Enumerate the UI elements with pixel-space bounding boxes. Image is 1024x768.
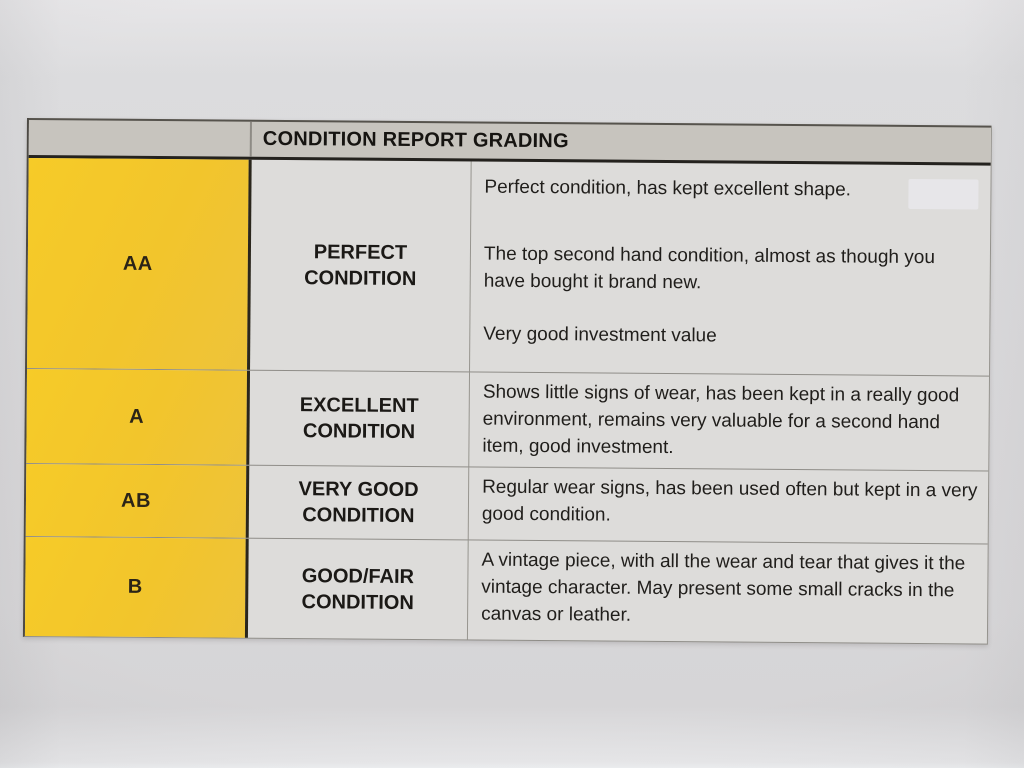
condition-label-a: EXCELLENT CONDITION — [299, 394, 419, 444]
description-paragraph: The top second hand condition, almost as… — [483, 243, 936, 294]
condition-cell-b: GOOD/FAIR CONDITION — [247, 538, 469, 640]
table-row-grade-b: B GOOD/FAIR CONDITION A vintage piece, w… — [24, 537, 988, 644]
condition-label-aa: PERFECT CONDITION — [304, 241, 417, 291]
table-title: CONDITION REPORT GRADING — [262, 127, 569, 153]
description-paragraph: Perfect condition, has kept excellent sh… — [484, 176, 852, 201]
grade-cell-aa: AA — [27, 158, 252, 370]
description-cell-aa: Perfect condition, has kept excellent sh… — [470, 161, 991, 375]
description-cell-ab: Regular wear signs, has been used often … — [469, 467, 989, 543]
condition-cell-aa: PERFECT CONDITION — [250, 159, 472, 372]
grade-cell-b: B — [24, 537, 249, 638]
description-paragraph: Very good investment value — [483, 323, 717, 347]
description-paragraph: A vintage piece, with all the wear and t… — [481, 549, 966, 626]
table-row-grade-a: A EXCELLENT CONDITION Shows little signs… — [26, 369, 989, 472]
description-cell-b: A vintage piece, with all the wear and t… — [468, 540, 988, 643]
description-cell-a: Shows little signs of wear, has been kep… — [469, 372, 989, 470]
whiteout-correction-patch — [908, 178, 979, 210]
description-paragraph: Regular wear signs, has been used often … — [481, 476, 978, 526]
condition-label-b: GOOD/FAIR CONDITION — [301, 564, 415, 614]
header-grade-column-spacer — [28, 120, 252, 157]
description-paragraph: Shows little signs of wear, has been kep… — [482, 381, 960, 459]
condition-grading-table: CONDITION REPORT GRADING AA PERFECT COND… — [22, 118, 992, 645]
condition-label-ab: VERY GOOD CONDITION — [298, 478, 419, 528]
table-row-grade-ab: AB VERY GOOD CONDITION Regular wear sign… — [25, 464, 989, 545]
condition-cell-a: EXCELLENT CONDITION — [249, 370, 471, 467]
table-row-grade-aa: AA PERFECT CONDITION Perfect condition, … — [27, 158, 991, 377]
grade-cell-ab: AB — [25, 464, 250, 538]
condition-cell-ab: VERY GOOD CONDITION — [248, 465, 470, 540]
grade-cell-a: A — [26, 369, 251, 465]
